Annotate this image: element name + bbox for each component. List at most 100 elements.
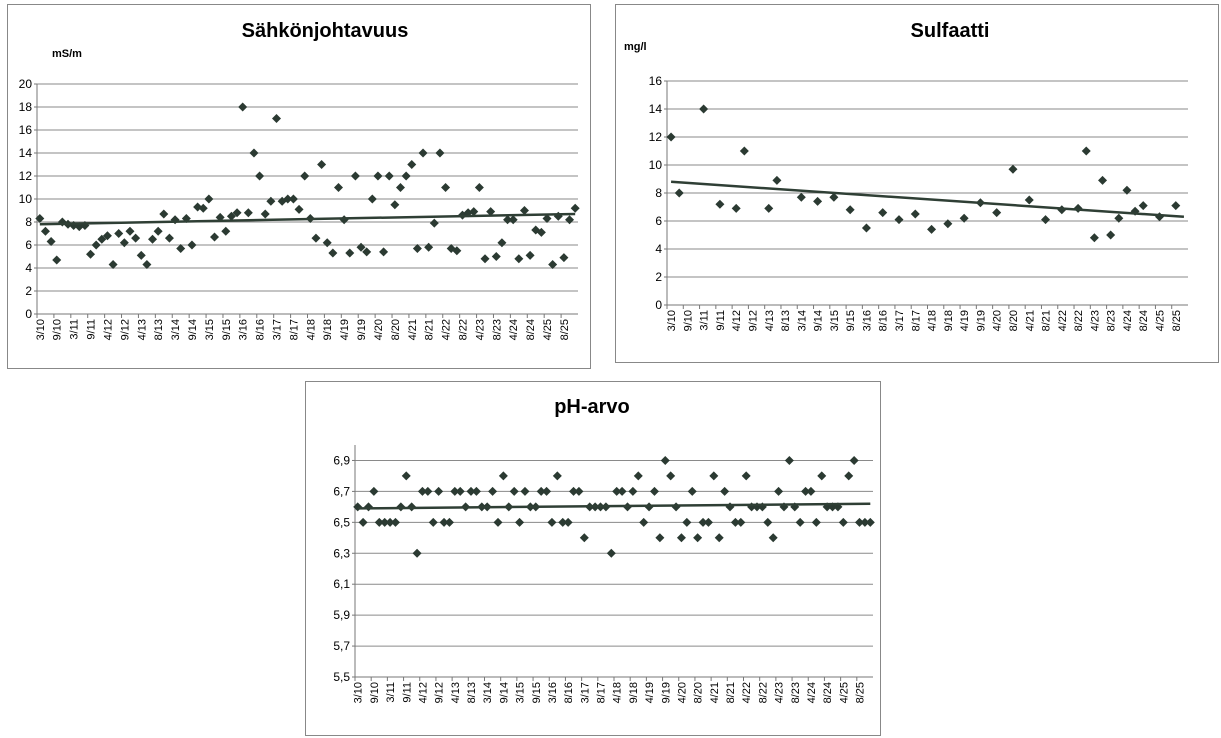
x-tick-label: 4/24 (806, 682, 818, 703)
x-tick-label: 4/20 (992, 310, 1004, 331)
y-tick-label: 12 (19, 169, 33, 183)
data-point (1138, 201, 1148, 211)
data-point (699, 104, 709, 114)
data-point (328, 248, 338, 258)
y-tick-label: 6,9 (333, 453, 350, 467)
data-point (221, 226, 231, 236)
y-tick-label: 0 (655, 298, 662, 312)
y-tick-label: 2 (25, 284, 32, 298)
data-point (536, 227, 546, 237)
x-tick-label: 3/10 (353, 682, 365, 703)
x-tick-label: 8/21 (725, 682, 737, 703)
x-tick-label: 4/23 (1089, 310, 1101, 331)
x-tick-label: 4/24 (508, 319, 520, 340)
data-point (617, 486, 627, 496)
x-tick-label: 3/14 (170, 319, 182, 340)
x-tick-label: 4/25 (1155, 310, 1167, 331)
data-point (542, 486, 552, 496)
data-point (570, 203, 580, 213)
x-tick-label: 4/12 (731, 310, 743, 331)
data-point (401, 171, 411, 181)
data-point (515, 517, 525, 527)
data-point (1081, 146, 1091, 156)
data-point (628, 486, 638, 496)
x-tick-label: 8/13 (780, 310, 792, 331)
x-tick-label: 4/24 (1122, 310, 1134, 331)
data-point (333, 183, 343, 192)
data-point (731, 203, 741, 213)
y-tick-label: 5,9 (333, 608, 350, 622)
data-point (243, 208, 253, 218)
data-point (703, 517, 713, 527)
data-point (715, 199, 725, 209)
data-point (428, 517, 438, 527)
data-point (849, 455, 859, 465)
data-point (142, 260, 152, 270)
x-tick-label: 8/20 (390, 319, 402, 340)
data-point (412, 548, 422, 558)
data-point (300, 171, 310, 181)
x-tick-label: 4/22 (741, 682, 753, 703)
data-point (894, 215, 904, 225)
data-point (450, 486, 460, 496)
x-tick-label: 8/24 (525, 319, 537, 340)
x-tick-label: 9/10 (369, 682, 381, 703)
data-point (959, 213, 969, 223)
y-tick-label: 6 (655, 214, 662, 228)
x-tick-label: 8/22 (1073, 310, 1085, 331)
data-point (148, 234, 158, 244)
data-point (417, 486, 427, 496)
data-point (480, 254, 490, 264)
x-tick-label: 3/11 (385, 682, 397, 703)
data-point (768, 533, 778, 543)
x-tick-label: 4/21 (407, 319, 419, 340)
data-point (542, 214, 552, 224)
x-tick-label: 9/11 (401, 682, 413, 703)
data-point (865, 517, 875, 527)
data-point (238, 102, 248, 112)
data-point (612, 486, 622, 496)
data-point (1106, 230, 1116, 240)
x-tick-label: 9/18 (322, 319, 334, 340)
data-point (682, 517, 692, 527)
y-axis-label: mS/m (52, 48, 82, 60)
x-tick-label: 8/13 (153, 319, 165, 340)
data-point (1041, 215, 1051, 225)
x-tick-label: 9/19 (356, 319, 368, 340)
data-point (385, 517, 395, 527)
data-point (407, 160, 417, 169)
data-point (395, 183, 405, 192)
y-tick-label: 6,1 (333, 577, 350, 591)
data-point (390, 200, 400, 210)
data-point (774, 486, 784, 496)
data-point (927, 224, 937, 234)
x-tick-label: 3/16 (861, 310, 873, 331)
data-point (136, 250, 146, 260)
x-tick-label: 9/19 (975, 310, 987, 331)
data-point (649, 486, 659, 496)
data-point (565, 215, 575, 225)
data-point (730, 517, 740, 527)
data-point (943, 219, 953, 229)
x-tick-label: 8/25 (559, 319, 571, 340)
data-point (795, 517, 805, 527)
data-point (498, 471, 508, 481)
x-tick-label: 8/16 (878, 310, 890, 331)
data-point (266, 196, 276, 206)
data-point (444, 517, 454, 527)
x-tick-label: 3/16 (547, 682, 559, 703)
data-point (660, 455, 670, 465)
y-tick-label: 16 (19, 123, 33, 137)
data-point (488, 486, 498, 496)
data-point (412, 243, 422, 253)
data-point (992, 208, 1002, 218)
x-tick-label: 3/15 (204, 319, 216, 340)
data-point (817, 471, 827, 481)
data-point (720, 486, 730, 496)
data-point (434, 486, 444, 496)
y-axis-label: mg/l (624, 41, 647, 53)
x-tick-label: 4/20 (676, 682, 688, 703)
data-point (384, 171, 394, 181)
data-point (272, 114, 282, 123)
